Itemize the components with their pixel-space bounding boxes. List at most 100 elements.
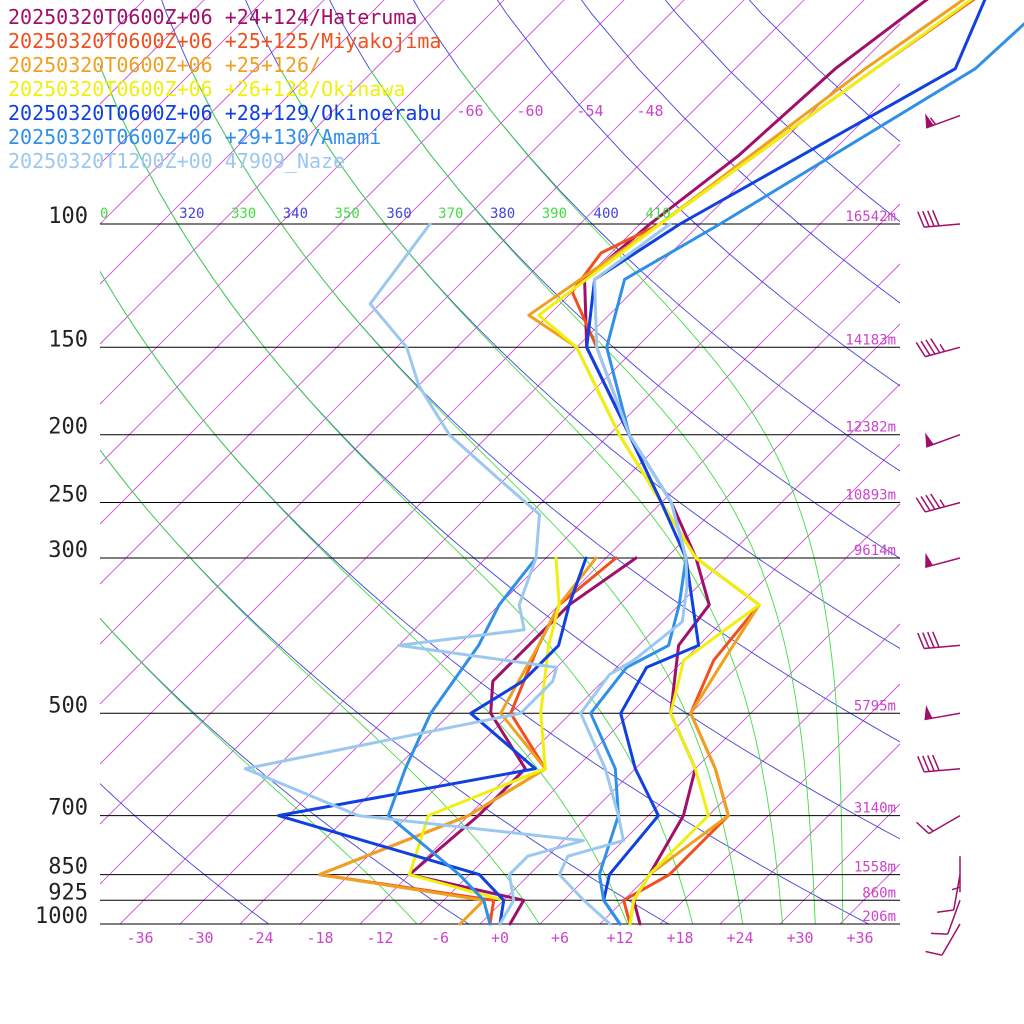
- legend-entry-4: 20250320T0600Z+06 +28+129/Okinoerabu: [8, 101, 441, 125]
- isobar-lines: [100, 223, 900, 925]
- wind-barb: [917, 754, 961, 773]
- isotherm-line: [899, 923, 900, 924]
- wind-barb: [915, 338, 961, 358]
- isotherm-line: [479, 503, 900, 924]
- profile-temperature-5: [589, 21, 1024, 926]
- wind-barb: [917, 210, 961, 228]
- isotherm-line: [239, 263, 900, 924]
- pressure-label-150: 150: [48, 327, 88, 352]
- isotherm-line: [659, 683, 900, 924]
- profile-temperature-6: [557, 222, 689, 926]
- axis-labels: 100 16542m 150 14183m 200 12382m 250 10893m 300 9…: [35, 102, 896, 947]
- legend-entry-0: 20250320T0600Z+06 +24+124/Hateruma: [8, 5, 417, 29]
- wind-barb: [915, 814, 961, 835]
- moist-adiabat-line: [279, 68, 783, 924]
- wind-barb: [925, 923, 961, 956]
- height-label-1000: 206m: [862, 909, 896, 925]
- moist-adiabat-line: [100, 617, 418, 924]
- temperature-tick-label: -30: [186, 929, 213, 947]
- isotherm-line: [539, 563, 900, 924]
- isotherm-line: [719, 743, 900, 924]
- wind-barb: [951, 856, 961, 893]
- isotherm-line: [100, 0, 685, 585]
- isotherm-line: [100, 0, 505, 405]
- profile-dewpoint-1: [317, 556, 618, 926]
- isotherm-line: [100, 0, 805, 705]
- height-label-150: 14183m: [845, 332, 896, 348]
- temperature-tick-label: -18: [306, 929, 333, 947]
- adiabat-label: 370: [438, 206, 463, 222]
- moist-adiabat-line: [369, 68, 816, 924]
- upper-isotherm-label: -48: [636, 102, 663, 120]
- profile-dewpoint-6: [243, 222, 585, 926]
- dry-adiabat-line: [100, 449, 669, 924]
- pressure-label-250: 250: [48, 483, 88, 508]
- isotherm-line: [599, 623, 900, 924]
- temperature-tick-label: +30: [786, 929, 813, 947]
- isotherm-line: [100, 0, 625, 525]
- profile-dewpoint-4: [276, 556, 588, 926]
- temperature-tick-label: -12: [366, 929, 393, 947]
- upper-isotherm-label: -54: [576, 102, 603, 120]
- wind-barbs: [915, 113, 961, 956]
- pressure-label-500: 500: [48, 693, 88, 718]
- adiabat-label: 360: [386, 206, 411, 222]
- legend-entry-5: 20250320T0600Z+06 +29+130/Amami: [8, 125, 381, 149]
- profile-dewpoint-3: [407, 556, 561, 926]
- upper-isotherm-label: -66: [456, 102, 483, 120]
- isotherm-line: [359, 383, 900, 924]
- temperature-tick-label: +36: [846, 929, 873, 947]
- height-label-100: 16542m: [845, 209, 896, 225]
- isotherm-line: [100, 23, 900, 825]
- isotherm-line: [100, 83, 900, 885]
- dry-adiabat-line: [245, 0, 900, 649]
- profile-temperature-4: [585, 0, 987, 926]
- isotherm-line: [100, 0, 445, 345]
- dry-adiabat-line: [329, 0, 900, 559]
- pressure-label-925: 925: [48, 880, 88, 905]
- wind-barb: [930, 900, 961, 935]
- temperature-tick-label: +6: [551, 929, 569, 947]
- adiabat-label: 350: [335, 206, 360, 222]
- dry-adiabat-line: [413, 0, 900, 472]
- adiabat-label: 410: [645, 206, 670, 222]
- dry-adiabat-line: [748, 0, 900, 143]
- legend-entry-1: 20250320T0600Z+06 +25+125/Miyakojima: [8, 29, 441, 53]
- isotherm-line: [100, 0, 865, 765]
- isotherm-line: [100, 0, 745, 645]
- profile-dewpoint-5: [386, 556, 538, 926]
- legend: 20250320T0600Z+06 +24+124/Hateruma202503…: [8, 5, 441, 173]
- pressure-label-300: 300: [48, 538, 88, 563]
- height-label-500: 5795m: [854, 698, 896, 714]
- dry-adiabat-lines: [100, 0, 900, 924]
- dry-adiabat-line: [100, 783, 269, 924]
- isotherm-line: [839, 863, 900, 924]
- height-label-925: 860m: [862, 885, 896, 901]
- wind-barb: [937, 874, 961, 913]
- legend-entry-3: 20250320T0600Z+06 +26+128/Okinawa: [8, 77, 405, 101]
- height-label-200: 12382m: [845, 420, 896, 436]
- dry-adiabat-line: [161, 0, 900, 743]
- isotherm-line: [779, 803, 900, 924]
- isotherm-line: [100, 0, 565, 465]
- moist-adiabat-line: [100, 449, 540, 924]
- isotherm-line: [119, 143, 900, 924]
- height-label-250: 10893m: [845, 488, 896, 504]
- pressure-label-100: 100: [48, 204, 88, 229]
- dry-adiabat-line: [100, 617, 469, 924]
- adiabat-label: 400: [594, 206, 619, 222]
- isotherm-lines: [100, 0, 900, 924]
- legend-entry-2: 20250320T0600Z+06 +25+126/: [8, 53, 321, 77]
- temperature-tick-label: +0: [491, 929, 509, 947]
- moist-adiabat-line: [458, 68, 844, 924]
- moist-adiabat-line: [190, 68, 744, 924]
- temperature-tick-label: +18: [666, 929, 693, 947]
- temperature-tick-label: +24: [726, 929, 753, 947]
- adiabat-label: 0: [100, 206, 108, 222]
- temperature-tick-label: -36: [126, 929, 153, 947]
- profile-temperature-3: [537, 0, 974, 926]
- isotherm-line: [419, 443, 900, 924]
- dry-adiabat-line: [496, 0, 900, 387]
- moist-adiabat-line: [100, 270, 628, 924]
